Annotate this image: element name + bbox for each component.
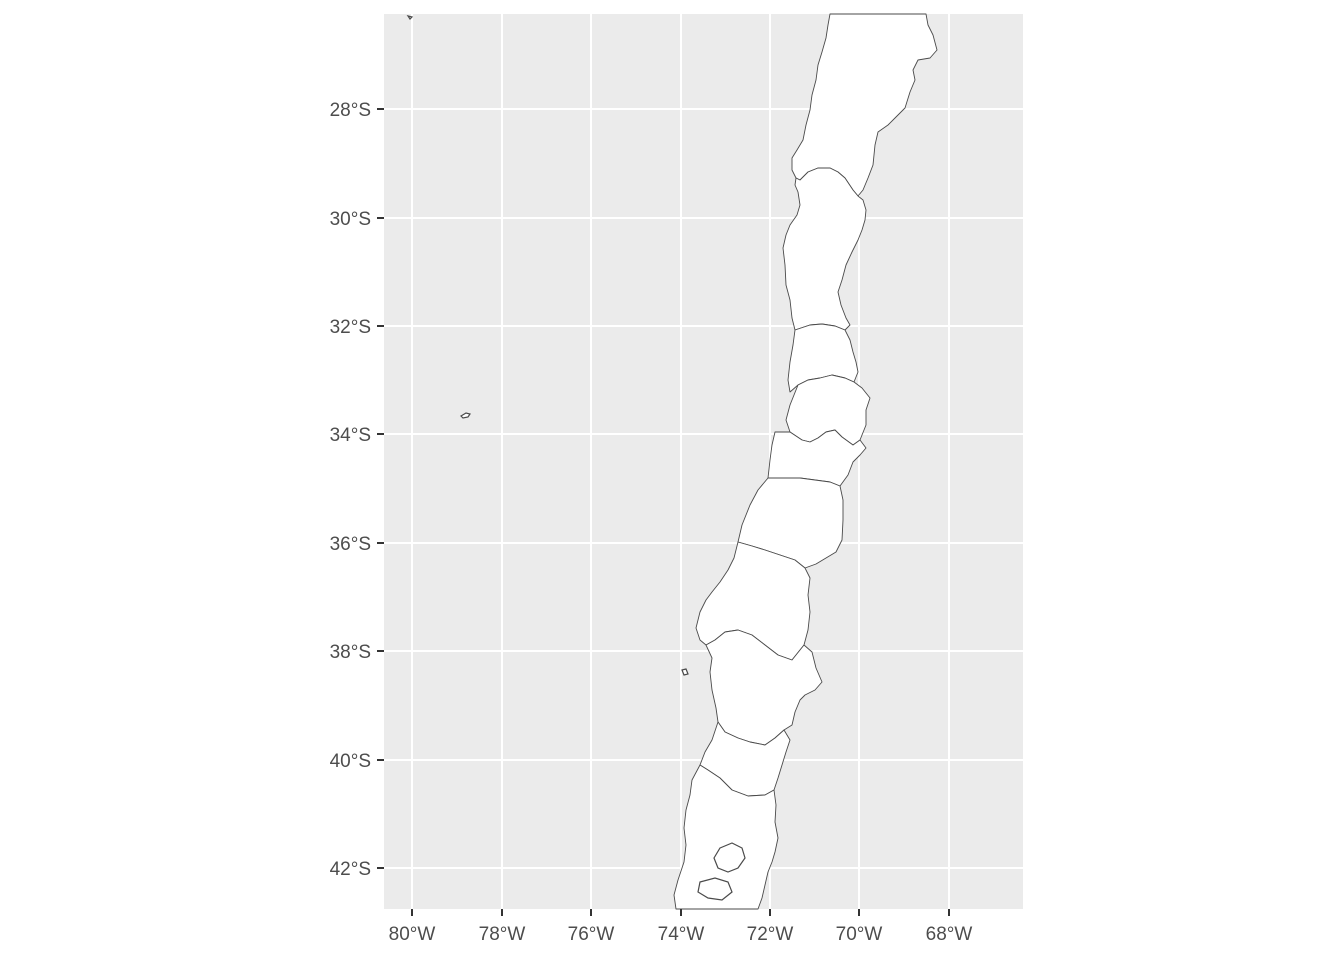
region-maule bbox=[737, 477, 844, 569]
lon-label-70: 70°W bbox=[836, 924, 883, 945]
lat-label-38: 38°S bbox=[330, 642, 371, 663]
lon-label-68: 68°W bbox=[926, 924, 973, 945]
region-araucania bbox=[705, 629, 823, 746]
land-regions bbox=[673, 13, 938, 910]
lat-label-42: 42°S bbox=[330, 859, 371, 880]
island-chiloe-south bbox=[697, 877, 733, 901]
lon-label-80: 80°W bbox=[389, 924, 436, 945]
lat-label-34: 34°S bbox=[330, 425, 371, 446]
lon-label-74: 74°W bbox=[658, 924, 705, 945]
island-san-felix bbox=[406, 15, 414, 20]
lon-label-72: 72°W bbox=[747, 924, 794, 945]
islands bbox=[406, 15, 746, 901]
lat-label-40: 40°S bbox=[330, 751, 371, 772]
lon-axis: 80°W 78°W 76°W 74°W 72°W 70°W 68°W bbox=[389, 909, 973, 945]
lat-label-32: 32°S bbox=[330, 317, 371, 338]
island-juan-fernandez bbox=[460, 412, 471, 419]
island-mocha bbox=[681, 668, 689, 676]
lat-axis: 28°S 30°S 32°S 34°S 36°S 38°S 40°S 42°S bbox=[330, 100, 384, 880]
lon-label-76: 76°W bbox=[568, 924, 615, 945]
lat-label-30: 30°S bbox=[330, 209, 371, 230]
region-loslagos bbox=[673, 764, 779, 910]
lon-label-78: 78°W bbox=[479, 924, 526, 945]
lat-label-28: 28°S bbox=[330, 100, 371, 121]
island-chiloe-inner bbox=[713, 842, 746, 873]
lat-label-36: 36°S bbox=[330, 534, 371, 555]
region-coquimbo bbox=[782, 167, 867, 331]
